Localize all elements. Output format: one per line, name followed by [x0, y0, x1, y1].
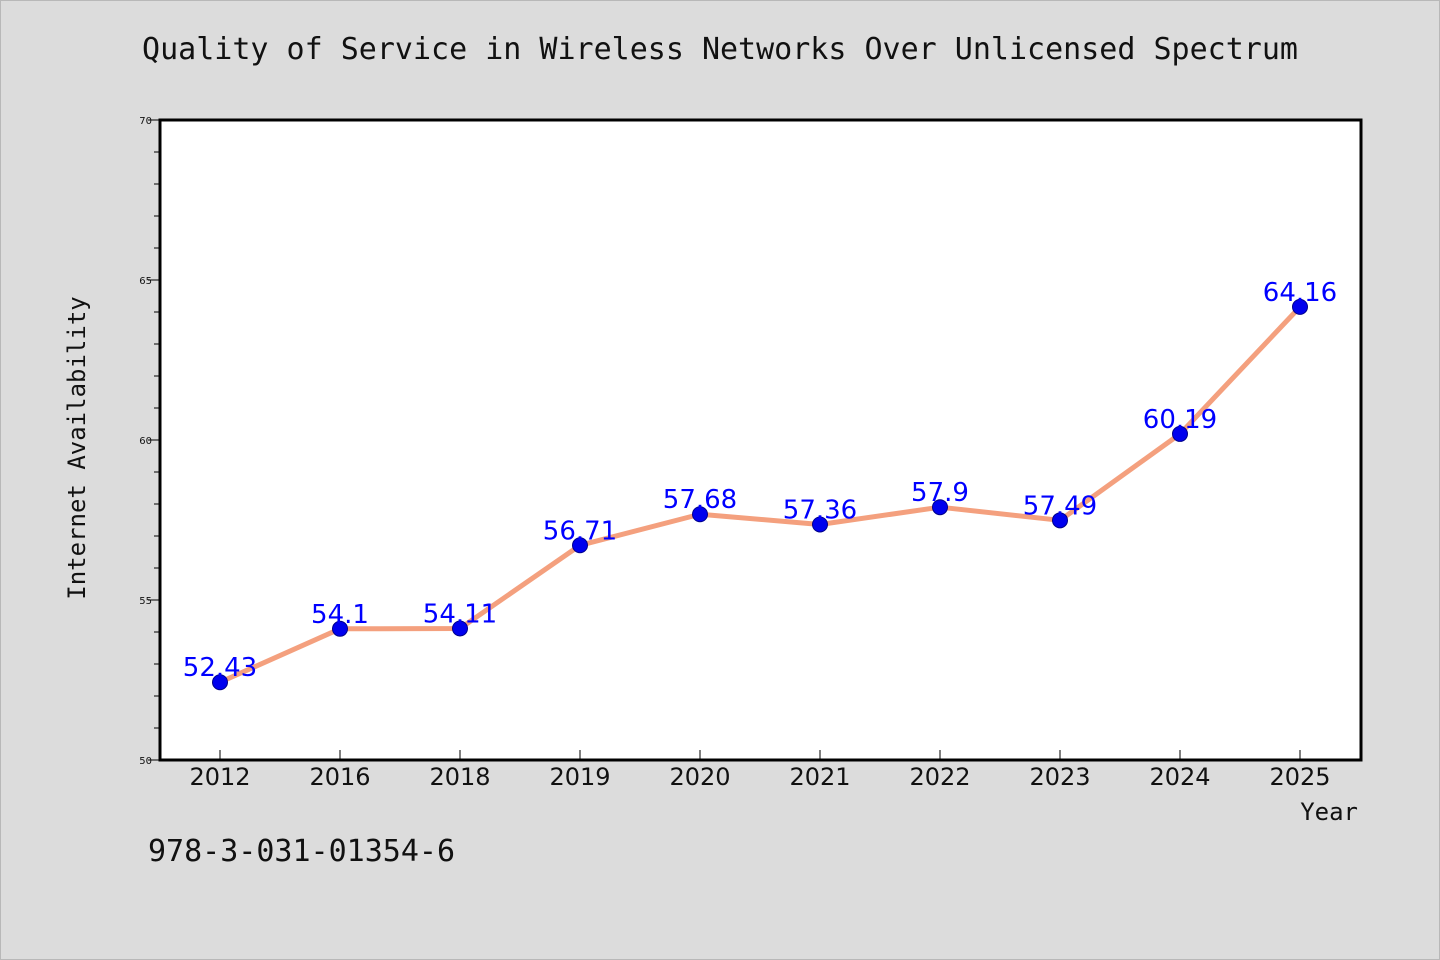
data-label: 57.9	[911, 478, 969, 508]
data-label: 57.49	[1023, 491, 1097, 521]
book-identifier: 978-3-031-01354-6	[148, 834, 456, 869]
x-tick-label: 2016	[309, 763, 370, 791]
data-point-marker	[692, 506, 708, 523]
x-tick-label: 2019	[549, 763, 610, 791]
y-tick-label: 50	[139, 756, 152, 767]
series-line	[217, 304, 1303, 685]
x-tick-label: 2021	[789, 763, 850, 791]
y-axis-label: Internet Availability	[63, 296, 91, 599]
x-tick-label: 2018	[429, 763, 490, 791]
x-axis-label: Year	[1300, 798, 1358, 826]
data-label: 52.43	[183, 653, 257, 683]
y-tick-label: 60	[139, 436, 152, 447]
y-tick-label: 70	[139, 116, 152, 127]
plot-border	[158, 118, 1363, 762]
x-tick-label: 2025	[1269, 763, 1330, 791]
y-tick-label: 65	[139, 276, 152, 287]
data-label: 64.16	[1263, 278, 1337, 308]
x-tick-label: 2020	[669, 763, 730, 791]
data-point-marker	[812, 516, 828, 533]
x-tick-label: 2023	[1029, 763, 1090, 791]
data-point-marker	[1292, 298, 1308, 315]
data-point-marker	[212, 674, 228, 691]
series-group: 52.43 54.1 54.11 56.71 57.68 57.36 57.9 57.49 60…	[183, 278, 1337, 691]
x-axis-ticks: 2012 2016 2018 2019 2020 2021 2022 2023 2024 2025	[189, 750, 1331, 791]
data-label: 56.71	[543, 516, 617, 546]
data-point-marker	[332, 620, 348, 637]
data-label: 57.36	[783, 495, 857, 525]
y-tick-label: 55	[139, 596, 152, 607]
x-tick-label: 2022	[909, 763, 970, 791]
x-tick-label: 2012	[189, 763, 250, 791]
data-point-marker	[932, 499, 948, 516]
data-point-marker	[1052, 512, 1068, 529]
chart-title: Quality of Service in Wireless Networks …	[142, 32, 1298, 67]
y-axis-ticks: 50 55 60 65 70	[139, 116, 160, 767]
data-label: 54.11	[423, 599, 497, 629]
data-label: 60.19	[1143, 405, 1217, 435]
data-point-marker	[1172, 425, 1188, 442]
data-label: 54.1	[311, 600, 369, 630]
x-tick-label: 2024	[1149, 763, 1210, 791]
data-point-marker	[572, 537, 588, 554]
plot-area	[160, 120, 1361, 760]
data-point-marker	[452, 620, 468, 637]
data-label: 57.68	[663, 485, 737, 515]
